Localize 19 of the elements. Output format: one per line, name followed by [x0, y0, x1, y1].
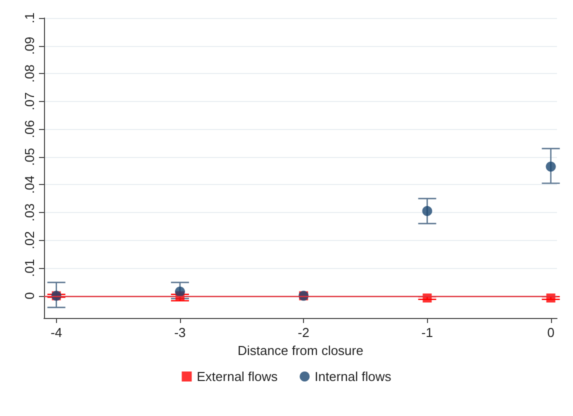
y-tick-label: 0 — [22, 292, 37, 300]
y-tick-label: .07 — [22, 92, 37, 110]
y-tick-label: .03 — [22, 203, 37, 222]
legend-label: External flows — [196, 369, 278, 384]
x-tick-label: -4 — [50, 325, 62, 340]
y-tick-label: .01 — [22, 258, 37, 278]
x-tick-label: 0 — [547, 325, 554, 340]
y-tick-label: .04 — [22, 176, 37, 194]
y-tick-label: .08 — [22, 64, 37, 83]
x-tick-label: -1 — [421, 325, 433, 340]
y-tick-label: .09 — [22, 36, 37, 55]
x-axis-title: Distance from closure — [238, 343, 364, 358]
y-tick-label: .02 — [22, 231, 37, 250]
y-tick-label: .05 — [22, 148, 37, 166]
legend-label: Internal flows — [314, 369, 392, 384]
y-tick-label: .1 — [22, 12, 37, 24]
x-tick-label: -2 — [298, 325, 310, 340]
y-tick-label: .06 — [22, 120, 37, 138]
x-tick-label: -3 — [174, 325, 186, 340]
